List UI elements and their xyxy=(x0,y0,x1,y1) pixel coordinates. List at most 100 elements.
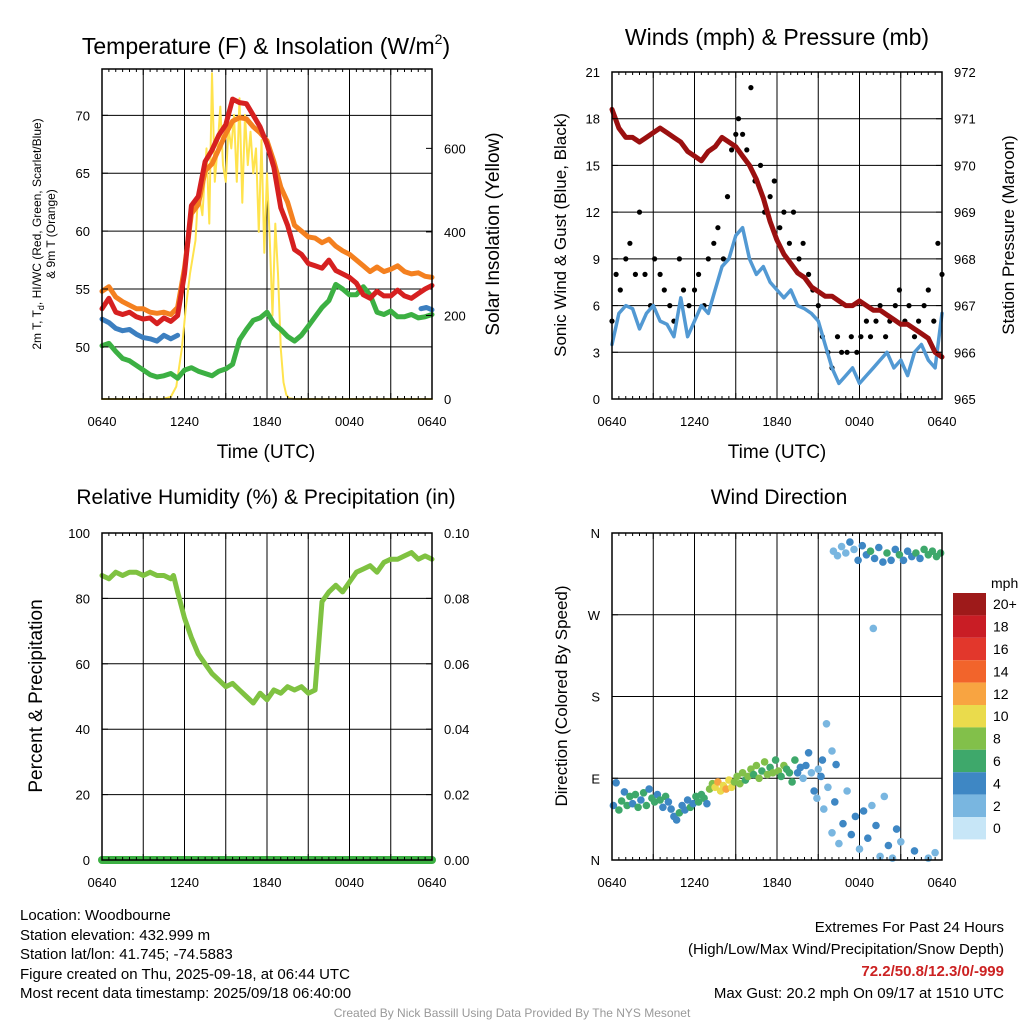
x-tick-label: 0640 xyxy=(88,414,117,429)
y-right-tick-label: 600 xyxy=(444,141,466,156)
gust-point xyxy=(686,303,692,309)
wind-direction-point xyxy=(847,830,856,839)
gust-point xyxy=(623,256,629,262)
wind-direction-point xyxy=(866,547,875,555)
wind-direction-point xyxy=(880,792,889,801)
gust-point xyxy=(767,194,773,200)
gust-point xyxy=(892,303,898,309)
gust-point xyxy=(627,240,633,246)
wind-direction-point xyxy=(872,821,880,830)
wind-direction-point xyxy=(752,761,761,770)
gust-point xyxy=(661,287,667,293)
gust-point xyxy=(834,334,841,340)
wind-direction-point xyxy=(642,801,651,810)
y-tick-label: S xyxy=(591,690,600,705)
gust-point xyxy=(729,147,735,153)
wind-direction-panel: Wind Direction 0640 1240 1840 0040 0640NESWN… xyxy=(552,486,1018,890)
wind-pressure-xlabel: Time (UTC) xyxy=(728,442,827,463)
wind-direction-point xyxy=(760,758,769,766)
dewpoint-line xyxy=(99,281,435,381)
gust-point xyxy=(863,318,870,324)
y-right-tick-label: 969 xyxy=(954,205,976,220)
y-tick-label: E xyxy=(591,771,600,786)
wind-direction-panel-title: Wind Direction xyxy=(711,486,848,509)
gust-point xyxy=(691,287,698,293)
y-right-tick-label: 968 xyxy=(954,252,976,267)
colorbar-swatch xyxy=(953,817,986,840)
wind-direction-point xyxy=(887,556,895,565)
wind-direction-point xyxy=(839,819,847,828)
wind-direction-point xyxy=(820,805,828,813)
gust-point xyxy=(800,240,806,246)
wind-direction-point xyxy=(832,760,840,769)
speed-colorbar: 20+ 18 16 14 12 10 8 6 4 2 0 xyxy=(953,593,1017,840)
y-tick-label: 40 xyxy=(76,722,90,737)
gust-point xyxy=(925,287,931,293)
gust-point xyxy=(796,256,802,262)
wind-direction-point xyxy=(912,549,920,557)
gust-point xyxy=(806,271,812,277)
wind-pressure-series xyxy=(609,85,945,386)
y-right-tick-label: 966 xyxy=(954,345,976,360)
wind-direction-point xyxy=(920,545,928,554)
wind-direction-point xyxy=(620,788,629,796)
y-right-tick-label: 0.06 xyxy=(444,657,469,672)
gust-point xyxy=(676,256,683,262)
gust-point xyxy=(906,303,912,309)
station-location: Location: Woodbourne xyxy=(20,907,171,924)
insolation-ylabel: Solar Insolation (Yellow) xyxy=(483,132,504,335)
y-tick-label: W xyxy=(588,608,601,623)
y-right-tick-label: 200 xyxy=(444,308,466,323)
wind-direction-point xyxy=(888,854,897,862)
humidity-ticks: 0640 1240 1840 0040 0640 0 20 40 60 80 100 0.00 0.02… xyxy=(68,526,469,890)
colorbar-title: mph xyxy=(991,575,1018,591)
temperature-panel-title: Temperature (F) & Insolation (W/m2) xyxy=(82,31,450,59)
wind-direction-point xyxy=(899,556,908,565)
colorbar-swatch xyxy=(953,749,986,773)
wind-pressure-panel: Winds (mph) & Pressure (mb) 0640 1240 1840… xyxy=(551,24,1018,463)
pressure-ylabel: Station Pressure (Maroon) xyxy=(999,135,1018,334)
wind-direction-point xyxy=(788,778,796,786)
y-tick-label: 100 xyxy=(68,526,90,541)
colorbar-swatch xyxy=(953,794,986,817)
gust-point xyxy=(883,334,889,340)
gust-point xyxy=(680,287,687,293)
colorbar-swatch xyxy=(953,593,986,616)
wind-direction-point xyxy=(875,543,883,552)
wind-direction-point xyxy=(672,816,681,824)
gust-point xyxy=(896,287,903,293)
wind-direction-point xyxy=(785,769,794,777)
gust-point xyxy=(715,225,721,231)
wind-pressure-panel-title: Winds (mph) & Pressure (mb) xyxy=(625,24,929,50)
x-tick-label: 0640 xyxy=(598,414,627,429)
gust-point xyxy=(911,334,918,340)
gust-point xyxy=(781,209,787,215)
colorbar-label: 18 xyxy=(993,619,1009,635)
x-tick-label: 1840 xyxy=(253,414,282,429)
wind-direction-point xyxy=(799,774,807,783)
wind-direction-point xyxy=(868,801,876,810)
wind-chill-line xyxy=(418,305,435,313)
x-tick-label: 0040 xyxy=(845,875,874,890)
temperature-ylabel-line2: & 9m T (Orange) xyxy=(44,189,58,279)
gust-point xyxy=(724,194,731,200)
gust-point xyxy=(652,256,658,262)
x-tick-label: 0640 xyxy=(88,875,117,890)
temperature-grid xyxy=(102,69,432,399)
x-tick-label: 1240 xyxy=(170,414,199,429)
wind-direction-point xyxy=(714,778,722,786)
humidity-ylabel: Percent & Precipitation xyxy=(26,599,47,792)
wind-direction-point xyxy=(804,749,813,757)
figure-created: Figure created on Thu, 2025-09-18, at 06… xyxy=(20,965,350,983)
colorbar-label: 0 xyxy=(993,820,1001,836)
y-tick-label: 0 xyxy=(83,853,90,868)
gust-point xyxy=(854,349,860,355)
wind-direction-point xyxy=(818,756,827,764)
wind-direction-point xyxy=(631,790,640,799)
gust-point xyxy=(705,256,711,262)
gust-point xyxy=(786,240,793,246)
y-tick-label: N xyxy=(591,853,600,868)
wind-direction-point xyxy=(791,756,799,764)
y-tick-label: 6 xyxy=(593,299,600,314)
y-tick-label: 12 xyxy=(586,205,600,220)
